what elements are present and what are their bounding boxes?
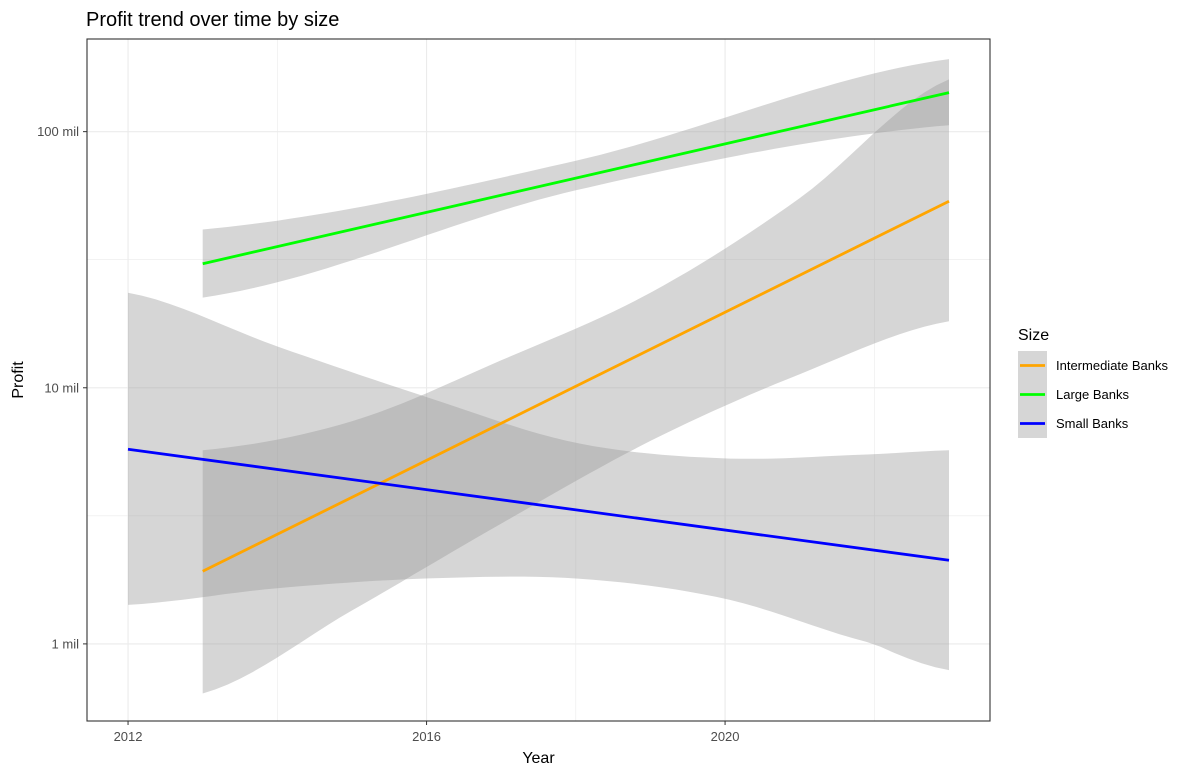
trend-lines [127, 91, 950, 573]
legend-label: Small Banks [1056, 416, 1129, 431]
y-tick-label: 1 mil [52, 636, 80, 651]
confidence-band-small-banks [128, 292, 949, 671]
y-tick-label: 100 mil [37, 124, 79, 139]
trend-line-intermediate-banks [202, 199, 950, 573]
x-axis: 2012 2016 2020 [114, 721, 740, 744]
legend-title: Size [1018, 327, 1049, 344]
y-axis: 1 mil 10 mil 100 mil [37, 124, 87, 651]
x-tick-label: 2020 [711, 729, 740, 744]
legend-label: Large Banks [1056, 387, 1129, 402]
plot-panel [87, 39, 990, 721]
legend: Size Intermediate Banks Large Banks Small … [1018, 327, 1169, 438]
grid [87, 39, 990, 721]
y-tick-label: 10 mil [44, 380, 79, 395]
y-axis-title: Profit [10, 361, 27, 399]
plot-border [86, 38, 991, 722]
trend-line-small-banks [127, 447, 950, 562]
x-axis-title: Year [522, 750, 555, 767]
trend-line-large-banks [202, 91, 950, 266]
legend-label: Intermediate Banks [1056, 358, 1169, 373]
x-tick-label: 2012 [114, 729, 143, 744]
chart-title: Profit trend over time by size [86, 9, 339, 31]
x-tick-label: 2016 [412, 729, 441, 744]
